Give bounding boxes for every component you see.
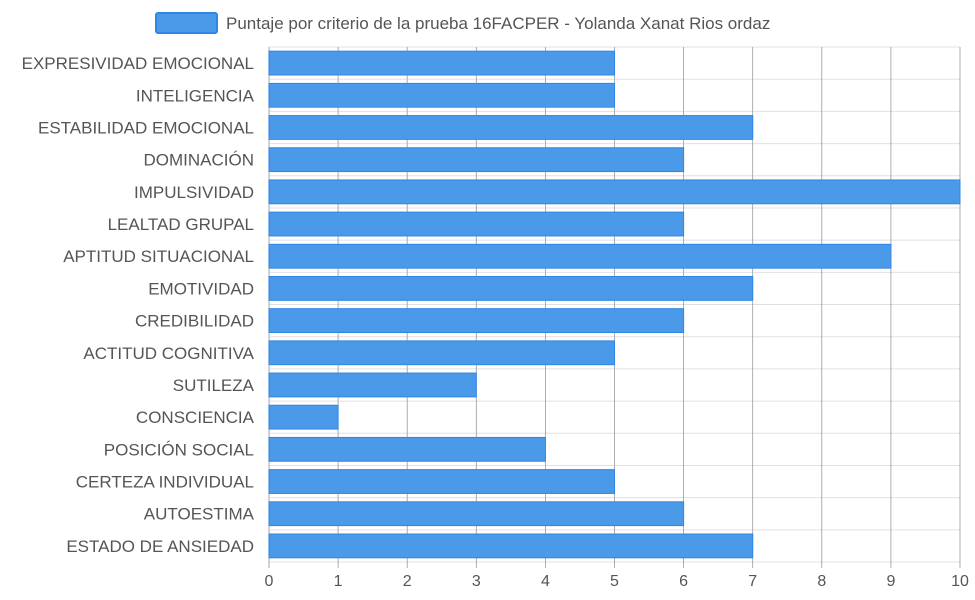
x-tick-label: 8 — [817, 573, 826, 590]
x-tick-label: 0 — [265, 573, 274, 590]
x-axis-ticks: 0 1 2 3 4 5 6 7 8 9 10 — [265, 573, 969, 590]
category-label: IMPULSIVIDAD — [134, 183, 254, 202]
x-tick-label: 7 — [748, 573, 757, 590]
category-label: SUTILEZA — [173, 376, 255, 395]
legend-label[interactable]: Puntaje por criterio de la prueba 16FACP… — [226, 14, 770, 33]
bar[interactable] — [268, 50, 615, 76]
bar[interactable] — [268, 469, 615, 494]
legend[interactable]: Puntaje por criterio de la prueba 16FACP… — [155, 12, 770, 34]
x-tick-label: 3 — [472, 573, 481, 590]
x-tick-label: 5 — [610, 573, 619, 590]
bar[interactable] — [268, 404, 339, 430]
category-label: ESTABILIDAD EMOCIONAL — [38, 118, 254, 137]
legend-swatch[interactable] — [155, 12, 218, 34]
category-label: EMOTIVIDAD — [148, 279, 254, 298]
category-label: EXPRESIVIDAD EMOCIONAL — [22, 54, 254, 73]
bar[interactable] — [268, 308, 685, 334]
bars — [268, 50, 961, 559]
x-tick-label: 10 — [951, 573, 969, 590]
bar[interactable] — [268, 115, 754, 140]
category-labels: EXPRESIVIDAD EMOCIONAL INTELIGENCIA ESTABI… — [22, 54, 255, 556]
bar[interactable] — [268, 211, 685, 237]
category-label: CREDIBILIDAD — [135, 312, 254, 331]
category-label: APTITUD SITUACIONAL — [63, 247, 254, 266]
bar[interactable] — [268, 501, 685, 527]
bar[interactable] — [268, 340, 615, 366]
bar[interactable] — [268, 179, 961, 205]
bar[interactable] — [268, 243, 892, 269]
category-label: AUTOESTIMA — [144, 505, 255, 524]
bar[interactable] — [268, 436, 546, 462]
category-label: LEALTAD GRUPAL — [108, 215, 254, 234]
x-tick-label: 4 — [541, 573, 550, 590]
category-label: ACTITUD COGNITIVA — [83, 344, 254, 363]
category-label: INTELIGENCIA — [136, 86, 255, 105]
bar[interactable] — [268, 82, 615, 108]
category-label: CONSCIENCIA — [136, 408, 255, 427]
x-tick-label: 1 — [334, 573, 343, 590]
category-label: ESTADO DE ANSIEDAD — [66, 537, 254, 556]
category-label: DOMINACIÓN — [144, 151, 255, 170]
category-label: POSICIÓN SOCIAL — [104, 440, 254, 459]
x-tick-label: 6 — [679, 573, 688, 590]
bar[interactable] — [268, 275, 754, 301]
bar[interactable] — [268, 372, 477, 398]
x-tick-label: 9 — [886, 573, 895, 590]
bar[interactable] — [268, 533, 754, 559]
category-label: CERTEZA INDIVIDUAL — [76, 473, 254, 492]
x-tick-label: 2 — [403, 573, 412, 590]
bar[interactable] — [268, 147, 685, 173]
